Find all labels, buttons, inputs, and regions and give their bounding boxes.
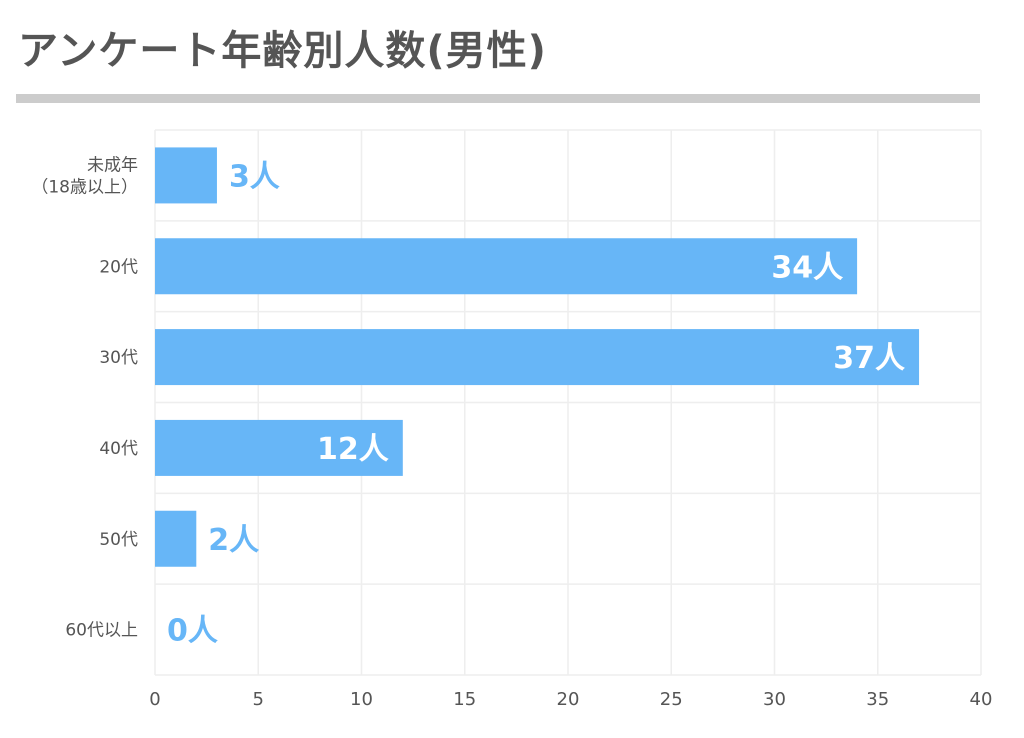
x-tick-label: 0 [149, 689, 160, 710]
x-tick-label: 25 [660, 689, 683, 710]
data-label: 37人 [833, 341, 905, 376]
x-tick-label: 20 [557, 689, 580, 710]
bar [155, 419, 403, 476]
bar [155, 147, 217, 204]
data-labels: 3人 34人 37人 12人 2人 0人 [167, 159, 905, 648]
x-axis-tick-labels: 0 5 10 15 20 25 30 35 40 [149, 689, 992, 710]
data-label: 12人 [317, 432, 389, 467]
category-labels: 未成年（18歳以上） 20代 30代 40代 50代 60代以上 [31, 155, 138, 640]
category-label: 50代 [99, 530, 138, 550]
x-tick-label: 5 [253, 689, 264, 710]
category-label: 60代以上 [65, 621, 138, 641]
data-label: 3人 [229, 159, 280, 194]
x-tick-label: 10 [350, 689, 373, 710]
category-label: 20代 [99, 257, 138, 277]
bar [155, 510, 197, 567]
data-label: 0人 [167, 614, 218, 649]
bar [155, 329, 920, 386]
data-label: 2人 [208, 523, 259, 558]
x-tick-label: 35 [866, 689, 889, 710]
grid-lines [154, 129, 982, 676]
x-tick-label: 15 [453, 689, 476, 710]
bar [155, 238, 858, 295]
category-label: 未成年（18歳以上） [31, 155, 138, 197]
x-tick-label: 30 [763, 689, 786, 710]
x-tick-label: 40 [970, 689, 993, 710]
title-underline [16, 94, 980, 103]
category-label: 30代 [99, 348, 138, 368]
chart-title: アンケート年齢別人数(男性) [18, 28, 547, 74]
data-label: 34人 [771, 250, 843, 285]
category-label: 40代 [99, 439, 138, 459]
bars [155, 147, 920, 567]
